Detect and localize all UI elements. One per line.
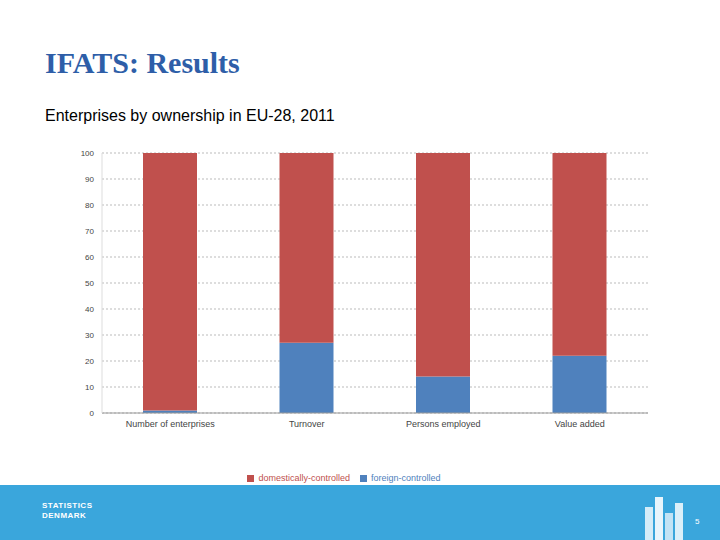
svg-text:70: 70 bbox=[85, 227, 94, 236]
svg-text:Value added: Value added bbox=[555, 419, 605, 429]
svg-text:50: 50 bbox=[85, 279, 94, 288]
html-text:IFATS: Results: IFATS: Results bbox=[45, 46, 240, 79]
svg-text:60: 60 bbox=[85, 253, 94, 262]
html-text:DENMARK: DENMARK bbox=[42, 511, 87, 520]
svg-text:30: 30 bbox=[85, 331, 94, 340]
svg-text:0: 0 bbox=[90, 409, 95, 418]
svg-text:90: 90 bbox=[85, 175, 94, 184]
svg-text:100: 100 bbox=[81, 149, 95, 158]
svg-text:40: 40 bbox=[85, 305, 94, 314]
svg-text:Persons employed: Persons employed bbox=[406, 419, 481, 429]
svg-text:80: 80 bbox=[85, 201, 94, 210]
svg-text:20: 20 bbox=[85, 357, 94, 366]
svg-text:Number of enterprises: Number of enterprises bbox=[126, 419, 216, 429]
html-text:5: 5 bbox=[695, 517, 700, 526]
html-text:domestically-controlled: domestically-controlled bbox=[258, 473, 350, 483]
svg-text:Turnover: Turnover bbox=[289, 419, 325, 429]
html-text:STATISTICS: STATISTICS bbox=[42, 501, 93, 510]
html-text:foreign-controlled: foreign-controlled bbox=[371, 473, 441, 483]
svg-text:10: 10 bbox=[85, 383, 94, 392]
html-text:Enterprises by ownership in EU: Enterprises by ownership in EU-28, 2011 bbox=[45, 107, 335, 124]
